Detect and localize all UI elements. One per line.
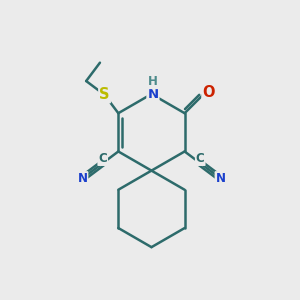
Text: S: S: [99, 87, 110, 102]
Text: N: N: [147, 88, 158, 100]
Text: C: C: [196, 152, 205, 165]
Text: O: O: [202, 85, 215, 100]
Text: N: N: [215, 172, 226, 185]
Text: N: N: [77, 172, 87, 185]
Text: H: H: [148, 75, 158, 88]
Text: C: C: [98, 152, 107, 165]
